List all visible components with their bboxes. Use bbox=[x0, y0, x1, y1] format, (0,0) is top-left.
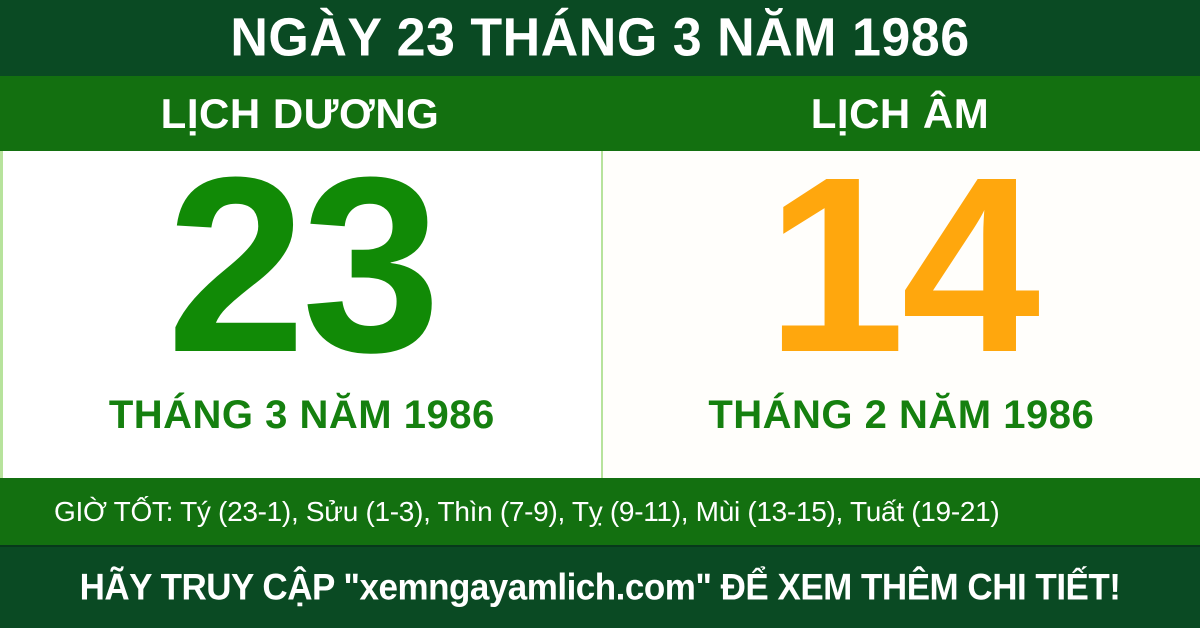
footer-text: HÃY TRUY CẬP "xemngayamlich.com" ĐỂ XEM … bbox=[79, 566, 1121, 608]
footer-bar: HÃY TRUY CẬP "xemngayamlich.com" ĐỂ XEM … bbox=[0, 545, 1200, 628]
solar-day-number: 23 bbox=[166, 125, 441, 404]
vertical-divider bbox=[600, 151, 603, 478]
lunar-panel: 14 THÁNG 2 NĂM 1986 bbox=[602, 125, 1200, 478]
page-title: NGÀY 23 THÁNG 3 NĂM 1986 bbox=[230, 7, 970, 69]
column-headers: LỊCH DƯƠNG LỊCH ÂM bbox=[0, 76, 1200, 151]
calendar-panels: 23 THÁNG 3 NĂM 1986 14 THÁNG 2 NĂM 1986 bbox=[0, 125, 1200, 478]
lunar-day-number: 14 bbox=[766, 125, 1040, 404]
solar-month-year: THÁNG 3 NĂM 1986 bbox=[108, 393, 495, 437]
date-title-bar: NGÀY 23 THÁNG 3 NĂM 1986 bbox=[0, 0, 1200, 76]
solar-calendar-header: LỊCH DƯƠNG bbox=[160, 89, 440, 137]
solar-panel: 23 THÁNG 3 NĂM 1986 bbox=[3, 125, 601, 478]
good-hours-bar: GIỜ TỐT: Tý (23-1), Sửu (1-3), Thìn (7-9… bbox=[0, 478, 1200, 545]
good-hours-text: GIỜ TỐT: Tý (23-1), Sửu (1-3), Thìn (7-9… bbox=[54, 495, 1000, 527]
lunar-month-year: THÁNG 2 NĂM 1986 bbox=[708, 393, 1095, 437]
lunar-calendar-header: LỊCH ÂM bbox=[810, 89, 990, 137]
